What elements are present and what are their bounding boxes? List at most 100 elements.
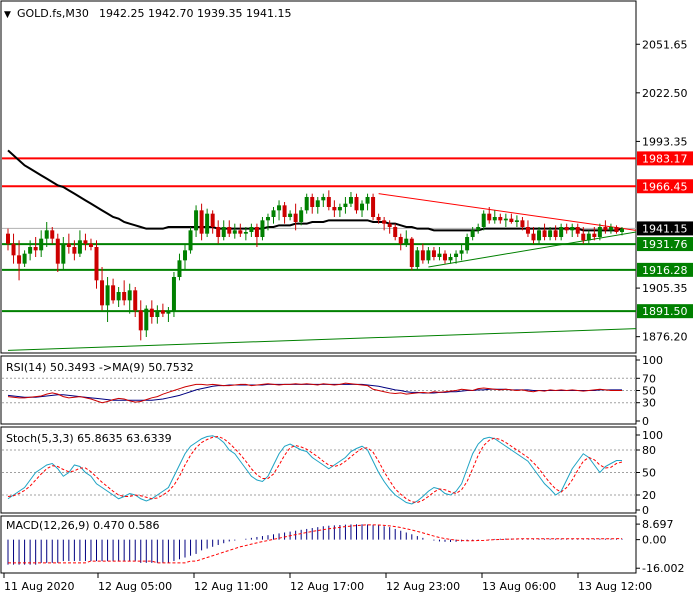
level-price-label: 1966.45: [642, 180, 688, 193]
candle-body: [415, 250, 420, 267]
window-marker[interactable]: ▼: [4, 10, 11, 20]
trendline-support: [428, 231, 637, 268]
candle-body: [277, 205, 282, 211]
candle-body: [537, 230, 542, 241]
indicator-tick-label: 0.00: [642, 534, 667, 547]
price-pane[interactable]: [0, 0, 637, 354]
candle-body: [337, 207, 342, 211]
price-tick-label: 1905.35: [642, 282, 688, 295]
indicator-tick-label: 0: [642, 504, 649, 517]
candle-body: [620, 228, 624, 232]
stoch-signal-line: [7, 435, 623, 504]
candle-body: [481, 213, 486, 227]
candle-body: [431, 250, 436, 257]
current-price-label: 1941.15: [642, 222, 688, 235]
candle-body: [72, 247, 77, 254]
candle-body: [260, 220, 265, 237]
moving-average: [7, 149, 623, 232]
stoch-title: Stoch(5,3,3) 65.8635 63.6339: [6, 432, 172, 445]
level-price-tag: [637, 151, 693, 166]
candle-body: [149, 308, 154, 317]
candle-body: [160, 310, 165, 314]
candle-body: [360, 203, 365, 211]
candle-body: [133, 290, 138, 311]
level-price-label: 1891.50: [642, 305, 688, 318]
candles: [6, 190, 624, 341]
candle-body: [575, 227, 580, 234]
candle-body: [492, 217, 497, 221]
candle-body: [61, 243, 66, 264]
candle-body: [437, 253, 442, 257]
candle-body: [426, 250, 431, 261]
candle-body: [548, 230, 553, 237]
indicator-tick-label: 30: [642, 397, 656, 410]
candle-body: [514, 220, 519, 222]
candle-body: [487, 213, 492, 221]
candle-body: [100, 280, 105, 306]
trendline-resistance: [378, 193, 637, 231]
trendlines: [7, 193, 637, 351]
candle-body: [581, 233, 586, 241]
candle-body: [22, 253, 27, 264]
price-tick-label: 2022.50: [642, 87, 688, 100]
candle-body: [271, 210, 276, 217]
stoch-main-line: [7, 435, 622, 505]
level-price-tag: [637, 179, 693, 194]
candle-body: [382, 220, 387, 224]
candle-body: [177, 260, 182, 277]
candle-body: [105, 285, 110, 306]
candle-body: [183, 250, 188, 261]
candle-body: [6, 233, 10, 244]
candle-body: [33, 247, 38, 251]
candle-body: [304, 197, 309, 211]
candle-body: [254, 227, 259, 237]
indicator-tick-label: 8.697: [642, 518, 674, 531]
candle-body: [570, 227, 575, 231]
candle-body: [459, 250, 464, 254]
candle-body: [249, 227, 254, 232]
candle-body: [94, 247, 99, 281]
candle-body: [77, 240, 82, 254]
candle-body: [409, 238, 414, 267]
candle-body: [592, 233, 597, 237]
candle-body: [398, 237, 403, 244]
candle-body: [387, 223, 392, 227]
candle-body: [597, 227, 602, 237]
level-price-tag: [637, 262, 693, 277]
candle-body: [288, 213, 293, 217]
stoch-pane[interactable]: [0, 426, 637, 514]
candle-body: [227, 227, 232, 234]
candle-body: [188, 230, 193, 251]
candle-body: [476, 227, 481, 231]
candle-body: [265, 217, 270, 221]
candle-body: [293, 213, 298, 222]
candle-body: [559, 227, 564, 237]
candle-body: [166, 312, 171, 314]
candle-body: [608, 227, 613, 231]
time-tick-label: 12 Aug 23:00: [386, 580, 460, 593]
price-tick-label: 2051.65: [642, 38, 688, 51]
candle-body: [365, 197, 370, 204]
indicator-tick-label: 50: [642, 467, 656, 480]
indicator-tick-label: 100: [642, 354, 663, 367]
level-price-label: 1983.17: [642, 152, 688, 165]
indicator-tick-label: 50: [642, 385, 656, 398]
current-price-tag: [637, 221, 693, 236]
price-tick-label: 1993.35: [642, 135, 688, 148]
macd-pane[interactable]: [0, 515, 637, 574]
ohlc-readout: 1942.25 1942.70 1939.35 1941.15: [99, 7, 291, 20]
candle-body: [28, 247, 33, 254]
symbol-title: GOLD.fs,M30: [17, 7, 89, 20]
ma-line: [7, 149, 623, 232]
indicators: [2, 377, 636, 565]
candle-body: [393, 227, 398, 237]
candle-body: [326, 197, 331, 207]
candle-body: [238, 230, 243, 234]
candle-body: [315, 200, 320, 207]
level-price-label: 1931.76: [642, 238, 688, 251]
trendline-support: [7, 328, 637, 351]
indicator-tick-label: 70: [642, 372, 656, 385]
candle-body: [498, 217, 503, 221]
